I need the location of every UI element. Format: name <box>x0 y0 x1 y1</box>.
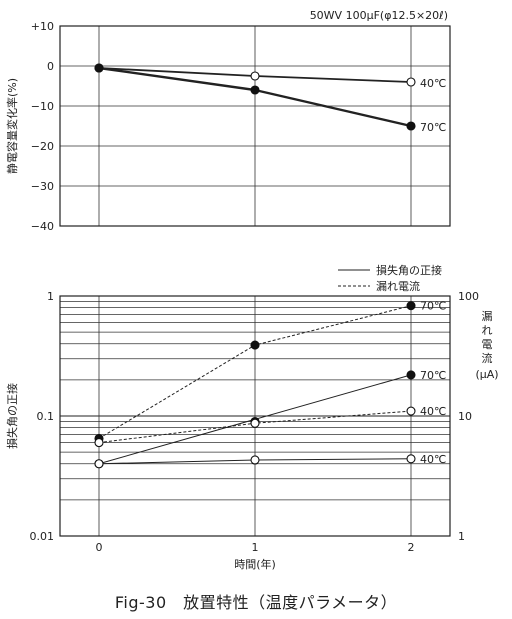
top-series-label: 70℃ <box>420 121 446 134</box>
bottom-y2-axis-unit: (μA) <box>475 368 498 381</box>
bottom-data-point <box>250 340 260 350</box>
top-data-point <box>94 63 104 73</box>
bottom-y2-axis-label-char: 電 <box>482 338 493 351</box>
top-y-tick-label: +10 <box>31 20 54 33</box>
bottom-y-tick-label: 0.1 <box>37 410 55 423</box>
bottom-y-tick-label: 1 <box>47 290 54 303</box>
top-data-point <box>250 71 260 81</box>
bottom-plot-frame <box>59 295 451 537</box>
bottom-series-label: 40℃ <box>420 405 446 418</box>
legend-label: 漏れ電流 <box>376 279 420 293</box>
bottom-data-point <box>406 301 416 311</box>
bottom-data-point <box>406 454 416 464</box>
bottom-x-tick-label: 1 <box>252 541 259 554</box>
top-y-tick-label: 0 <box>47 60 54 73</box>
bottom-data-point <box>406 406 416 416</box>
bottom-y2-tick-label: 1 <box>458 530 465 543</box>
bottom-series-label: 70℃ <box>420 300 446 313</box>
legend-label: 損失角の正接 <box>376 263 442 277</box>
top-series-label: 40℃ <box>420 77 446 90</box>
top-chart-title: 50WV 100μF(φ12.5×20ℓ) <box>310 9 448 22</box>
top-y-tick-label: −30 <box>31 180 54 193</box>
bottom-y-tick-label: 0.01 <box>30 530 55 543</box>
bottom-x-tick-label: 2 <box>408 541 415 554</box>
figure-caption: Fig-30 放置特性（温度パラメータ） <box>114 593 398 612</box>
top-data-point <box>250 85 260 95</box>
top-y-tick-label: −40 <box>31 220 54 233</box>
bottom-data-point <box>250 418 260 428</box>
top-data-point <box>406 121 416 131</box>
bottom-series-label: 40℃ <box>420 453 446 466</box>
bottom-data-point <box>406 370 416 380</box>
top-y-tick-label: −10 <box>31 100 54 113</box>
bottom-x-tick-label: 0 <box>96 541 103 554</box>
bottom-data-point <box>94 438 104 448</box>
top-data-point <box>406 77 416 87</box>
top-plot-frame <box>59 25 451 227</box>
bottom-y2-tick-label: 10 <box>458 410 472 423</box>
bottom-data-point <box>250 455 260 465</box>
top-y-tick-label: −20 <box>31 140 54 153</box>
bottom-y2-axis-label-char: れ <box>482 324 493 337</box>
bottom-x-axis-label: 時間(年) <box>234 557 276 571</box>
bottom-data-point <box>94 459 104 469</box>
bottom-series-label: 70℃ <box>420 369 446 382</box>
bottom-y2-tick-label: 100 <box>458 290 479 303</box>
bottom-y2-axis-label-char: 漏 <box>482 310 493 323</box>
bottom-y-axis-label: 損失角の正接 <box>5 383 19 449</box>
bottom-y2-axis-label-char: 流 <box>482 351 493 365</box>
top-y-axis-label: 静電容量変化率(%) <box>5 78 19 174</box>
